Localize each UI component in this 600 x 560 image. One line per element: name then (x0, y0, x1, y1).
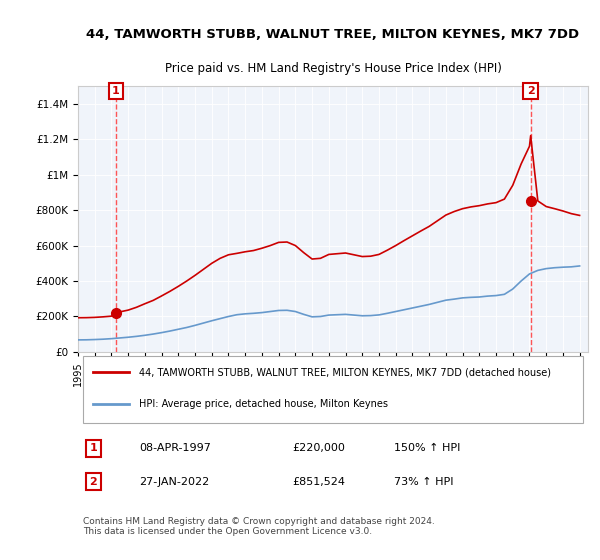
Text: 2: 2 (527, 86, 535, 96)
Text: 27-JAN-2022: 27-JAN-2022 (139, 477, 209, 487)
Text: Price paid vs. HM Land Registry's House Price Index (HPI): Price paid vs. HM Land Registry's House … (164, 62, 502, 75)
Text: 44, TAMWORTH STUBB, WALNUT TREE, MILTON KEYNES, MK7 7DD (detached house): 44, TAMWORTH STUBB, WALNUT TREE, MILTON … (139, 367, 551, 377)
Text: Contains HM Land Registry data © Crown copyright and database right 2024.
This d: Contains HM Land Registry data © Crown c… (83, 517, 435, 536)
Text: 44, TAMWORTH STUBB, WALNUT TREE, MILTON KEYNES, MK7 7DD: 44, TAMWORTH STUBB, WALNUT TREE, MILTON … (86, 27, 580, 40)
Text: 1: 1 (112, 86, 120, 96)
Text: 2: 2 (89, 477, 97, 487)
Text: HPI: Average price, detached house, Milton Keynes: HPI: Average price, detached house, Milt… (139, 399, 388, 409)
Text: £220,000: £220,000 (292, 444, 345, 454)
Text: 73% ↑ HPI: 73% ↑ HPI (394, 477, 454, 487)
FancyBboxPatch shape (83, 356, 583, 423)
Text: £851,524: £851,524 (292, 477, 345, 487)
Text: 08-APR-1997: 08-APR-1997 (139, 444, 211, 454)
Text: 150% ↑ HPI: 150% ↑ HPI (394, 444, 461, 454)
Text: 1: 1 (89, 444, 97, 454)
